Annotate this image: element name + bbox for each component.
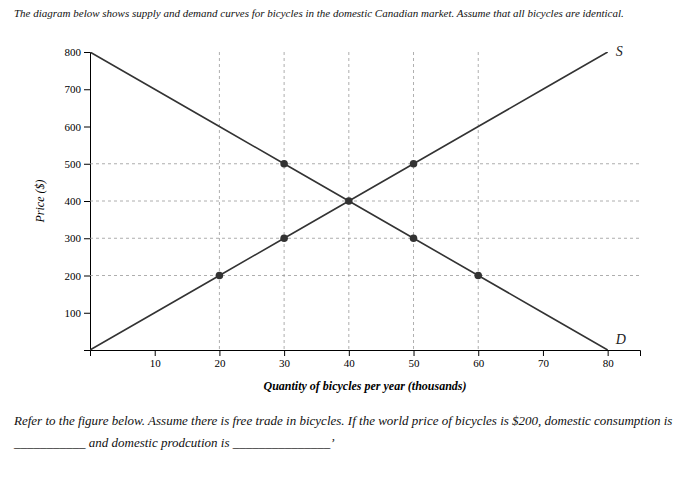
reference-line [90, 275, 640, 276]
x-axis: 10 20 30 40 50 60 70 80 [91, 350, 641, 369]
title: The diagram below shows supply and deman… [14, 6, 686, 20]
y-tick-label: 800 [65, 46, 82, 58]
series-line [90, 52, 608, 350]
y-axis-title: Price ($) [33, 180, 47, 224]
y-tick-label: 700 [65, 83, 82, 95]
y-tick: 400 [65, 195, 91, 207]
y-tick: 200 [65, 270, 91, 282]
y-tick-label: 600 [65, 121, 82, 133]
x-tick-mark [284, 350, 285, 356]
y-tick: 600 [65, 121, 91, 133]
y-tick-mark [84, 201, 90, 202]
reference-line [90, 163, 640, 164]
x-axis-title: Quantity of bicycles per year (thousands… [264, 379, 467, 393]
curve-label: D [615, 332, 626, 347]
y-tick-mark [84, 89, 90, 90]
point [280, 160, 288, 168]
y-tick-label: 500 [65, 158, 82, 170]
reference-line [219, 52, 220, 350]
x-tick-label: 10 [150, 357, 162, 369]
y-tick-label: 300 [65, 232, 82, 244]
y-tick-mark [84, 52, 90, 53]
y-tick-label: 400 [65, 195, 82, 207]
reference-line [284, 52, 285, 350]
y-tick-mark [84, 313, 90, 314]
point [410, 160, 418, 168]
reference-line [478, 52, 479, 350]
x-tick-mark [478, 350, 479, 356]
x-tick: 30 [279, 350, 291, 369]
y-tick-mark [84, 238, 90, 239]
y-tick: 700 [65, 83, 91, 95]
x-tick-label: 30 [279, 357, 291, 369]
x-tick-label: 20 [214, 357, 226, 369]
y-tick-mark [84, 276, 90, 277]
point [345, 197, 353, 205]
x-tick-mark [349, 350, 350, 356]
point [410, 234, 418, 242]
y-axis-line [84, 53, 91, 351]
x-tick-label: 60 [473, 357, 485, 369]
x-tick: 50 [409, 350, 421, 369]
x-axis-line [91, 351, 641, 357]
x-tick: 80 [603, 350, 615, 369]
x-tick-label: 80 [603, 357, 615, 369]
annotation: Refer to the figure below. Assume there … [14, 410, 686, 454]
x-tick-label: 50 [409, 357, 421, 369]
x-tick-mark [608, 350, 609, 356]
y-tick-label: 100 [65, 307, 82, 319]
marks [90, 52, 640, 350]
point [216, 272, 224, 280]
reference-line [90, 238, 640, 239]
y-tick: 100 [65, 307, 91, 319]
y-tick: 800 [65, 46, 91, 58]
x-tick: 20 [214, 350, 226, 369]
x-tick-label: 70 [538, 357, 550, 369]
y-tick: 500 [65, 158, 91, 170]
y-tick-label: 200 [65, 270, 82, 282]
y-tick: 300 [65, 232, 91, 244]
series-line [90, 52, 608, 350]
x-tick-mark [414, 350, 415, 356]
curve-label: S [616, 44, 623, 59]
x-tick: 70 [538, 350, 550, 369]
x-tick-mark [543, 350, 544, 356]
y-tick-mark [84, 127, 90, 128]
reference-line [90, 201, 640, 202]
y-axis: 100 200 300 400 500 600 700 800 [65, 46, 91, 350]
x-tick-mark [155, 350, 156, 356]
y-tick-mark [84, 164, 90, 165]
reference-line [413, 52, 414, 350]
x-tick-label: 40 [344, 357, 356, 369]
point [474, 272, 482, 280]
x-tick: 10 [150, 350, 162, 369]
point [280, 234, 288, 242]
x-tick: 40 [344, 350, 356, 369]
x-tick-mark [219, 350, 220, 356]
x-tick: 60 [473, 350, 485, 369]
plot: 10 20 30 40 50 60 70 80 100 200 300 400 500 600 700 800… [33, 44, 641, 393]
